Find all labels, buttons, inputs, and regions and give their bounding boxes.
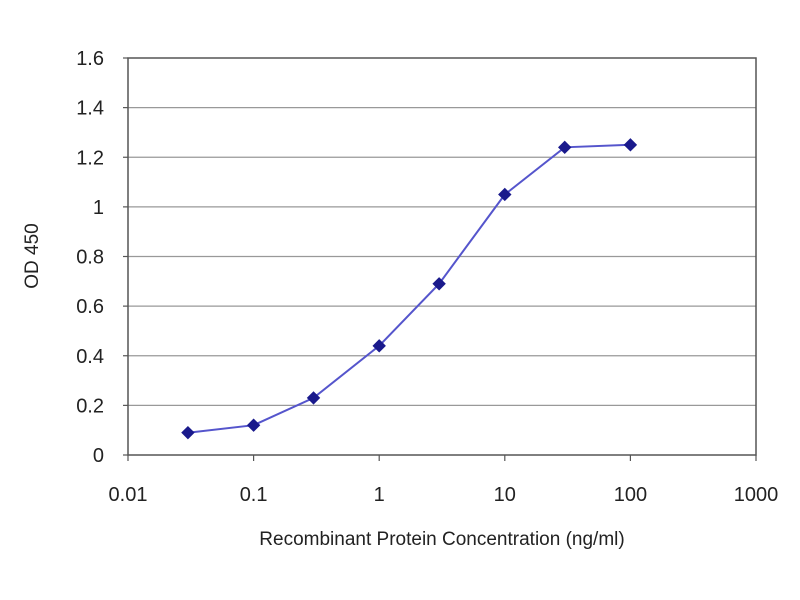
data-series: [181, 138, 638, 440]
x-axis: 0.01 0.1 1 10 100 1000: [109, 455, 779, 506]
x-tick-label: 1000: [734, 484, 779, 506]
data-point-marker: [181, 425, 195, 440]
series-line: [187, 143, 631, 434]
data-point-marker: [246, 418, 261, 432]
data-point-marker: [306, 391, 321, 405]
data-point-marker: [558, 140, 572, 155]
grid-lines: [128, 107, 756, 406]
x-tick-label: 100: [614, 484, 647, 506]
data-point-marker: [498, 187, 512, 202]
y-tick-label: 0: [93, 445, 104, 467]
y-tick-label: 0.8: [76, 247, 104, 269]
y-axis-title: OD 450: [22, 223, 43, 288]
y-tick-label: 1.6: [76, 48, 104, 70]
y-tick-label: 0.6: [76, 296, 104, 318]
data-point-marker: [432, 277, 446, 291]
x-tick-label: 1: [374, 484, 385, 506]
x-axis-title: Recombinant Protein Concentration (ng/ml…: [259, 529, 624, 550]
y-tick-label: 0.4: [76, 346, 104, 368]
y-tick-label: 1: [93, 197, 104, 219]
x-tick-label: 0.1: [240, 484, 268, 506]
x-tick-label: 10: [494, 484, 516, 506]
data-point-marker: [623, 138, 638, 152]
y-tick-label: 1.2: [76, 147, 104, 169]
data-point-marker: [372, 339, 386, 353]
y-tick-label: 0.2: [76, 395, 104, 417]
y-axis: 0 0.2 0.4 0.6 0.8 1 1.2 1.4 1.6: [76, 48, 128, 467]
y-tick-label: 1.4: [76, 98, 104, 120]
x-tick-label: 0.01: [109, 484, 148, 506]
